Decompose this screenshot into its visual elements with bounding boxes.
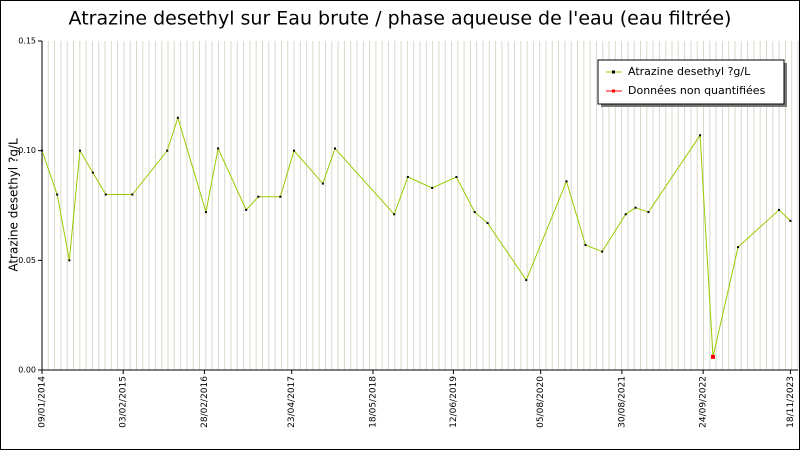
data-point [131, 193, 134, 196]
data-point [333, 147, 336, 150]
data-point [245, 208, 248, 211]
data-point [41, 149, 43, 152]
data-point [217, 147, 220, 150]
data-point [778, 208, 781, 211]
chart-title: Atrazine desethyl sur Eau brute / phase … [69, 8, 732, 30]
data-point [91, 171, 94, 174]
y-tick-label: 0.00 [18, 366, 36, 375]
data-point [257, 195, 260, 198]
data-point [104, 193, 107, 196]
data-point [78, 149, 81, 152]
data-point [634, 206, 637, 209]
x-tick-label: 30/08/2021 [617, 376, 627, 428]
data-point [525, 279, 528, 282]
data-point [56, 193, 59, 196]
data-point [293, 149, 295, 152]
y-axis-label: Atrazine desethyl ?g/L [7, 138, 21, 272]
data-point [699, 134, 702, 137]
legend-box [597, 59, 785, 105]
data-point [68, 259, 71, 262]
y-tick-label: 0.10 [18, 146, 36, 155]
data-point [393, 213, 396, 216]
x-tick-label: 28/02/2016 [200, 376, 210, 428]
legend-marker [612, 89, 615, 93]
data-point [166, 149, 169, 152]
data-point [406, 175, 409, 178]
legend-label: Données non quantifiées [628, 84, 766, 97]
y-tick-label: 0.05 [18, 256, 36, 265]
x-tick-label: 09/01/2014 [38, 376, 48, 428]
x-tick-label: 12/06/2019 [449, 376, 459, 428]
data-point [455, 175, 458, 178]
data-point [473, 211, 476, 214]
x-tick-label: 23/04/2017 [287, 376, 297, 428]
data-point [624, 213, 627, 216]
data-point [565, 180, 568, 183]
data-point [789, 219, 792, 222]
data-point [431, 186, 434, 189]
y-tick-label: 0.15 [18, 37, 36, 46]
data-point [710, 354, 715, 359]
x-tick-label: 18/11/2023 [786, 376, 796, 428]
x-tick-label: 05/08/2020 [536, 376, 546, 428]
legend-marker [612, 70, 615, 74]
data-point [486, 222, 489, 225]
data-point [647, 211, 650, 214]
x-tick-label: 03/02/2015 [119, 376, 129, 428]
data-point [204, 211, 207, 214]
legend-label: Atrazine desethyl ?g/L [628, 65, 751, 78]
data-point [176, 116, 179, 119]
data-point [584, 243, 587, 246]
data-point [601, 250, 604, 253]
data-point [279, 195, 282, 198]
data-point [321, 182, 324, 185]
x-tick-label: 18/05/2018 [368, 376, 378, 428]
data-point [737, 246, 740, 249]
x-tick-label: 24/09/2022 [699, 376, 709, 428]
